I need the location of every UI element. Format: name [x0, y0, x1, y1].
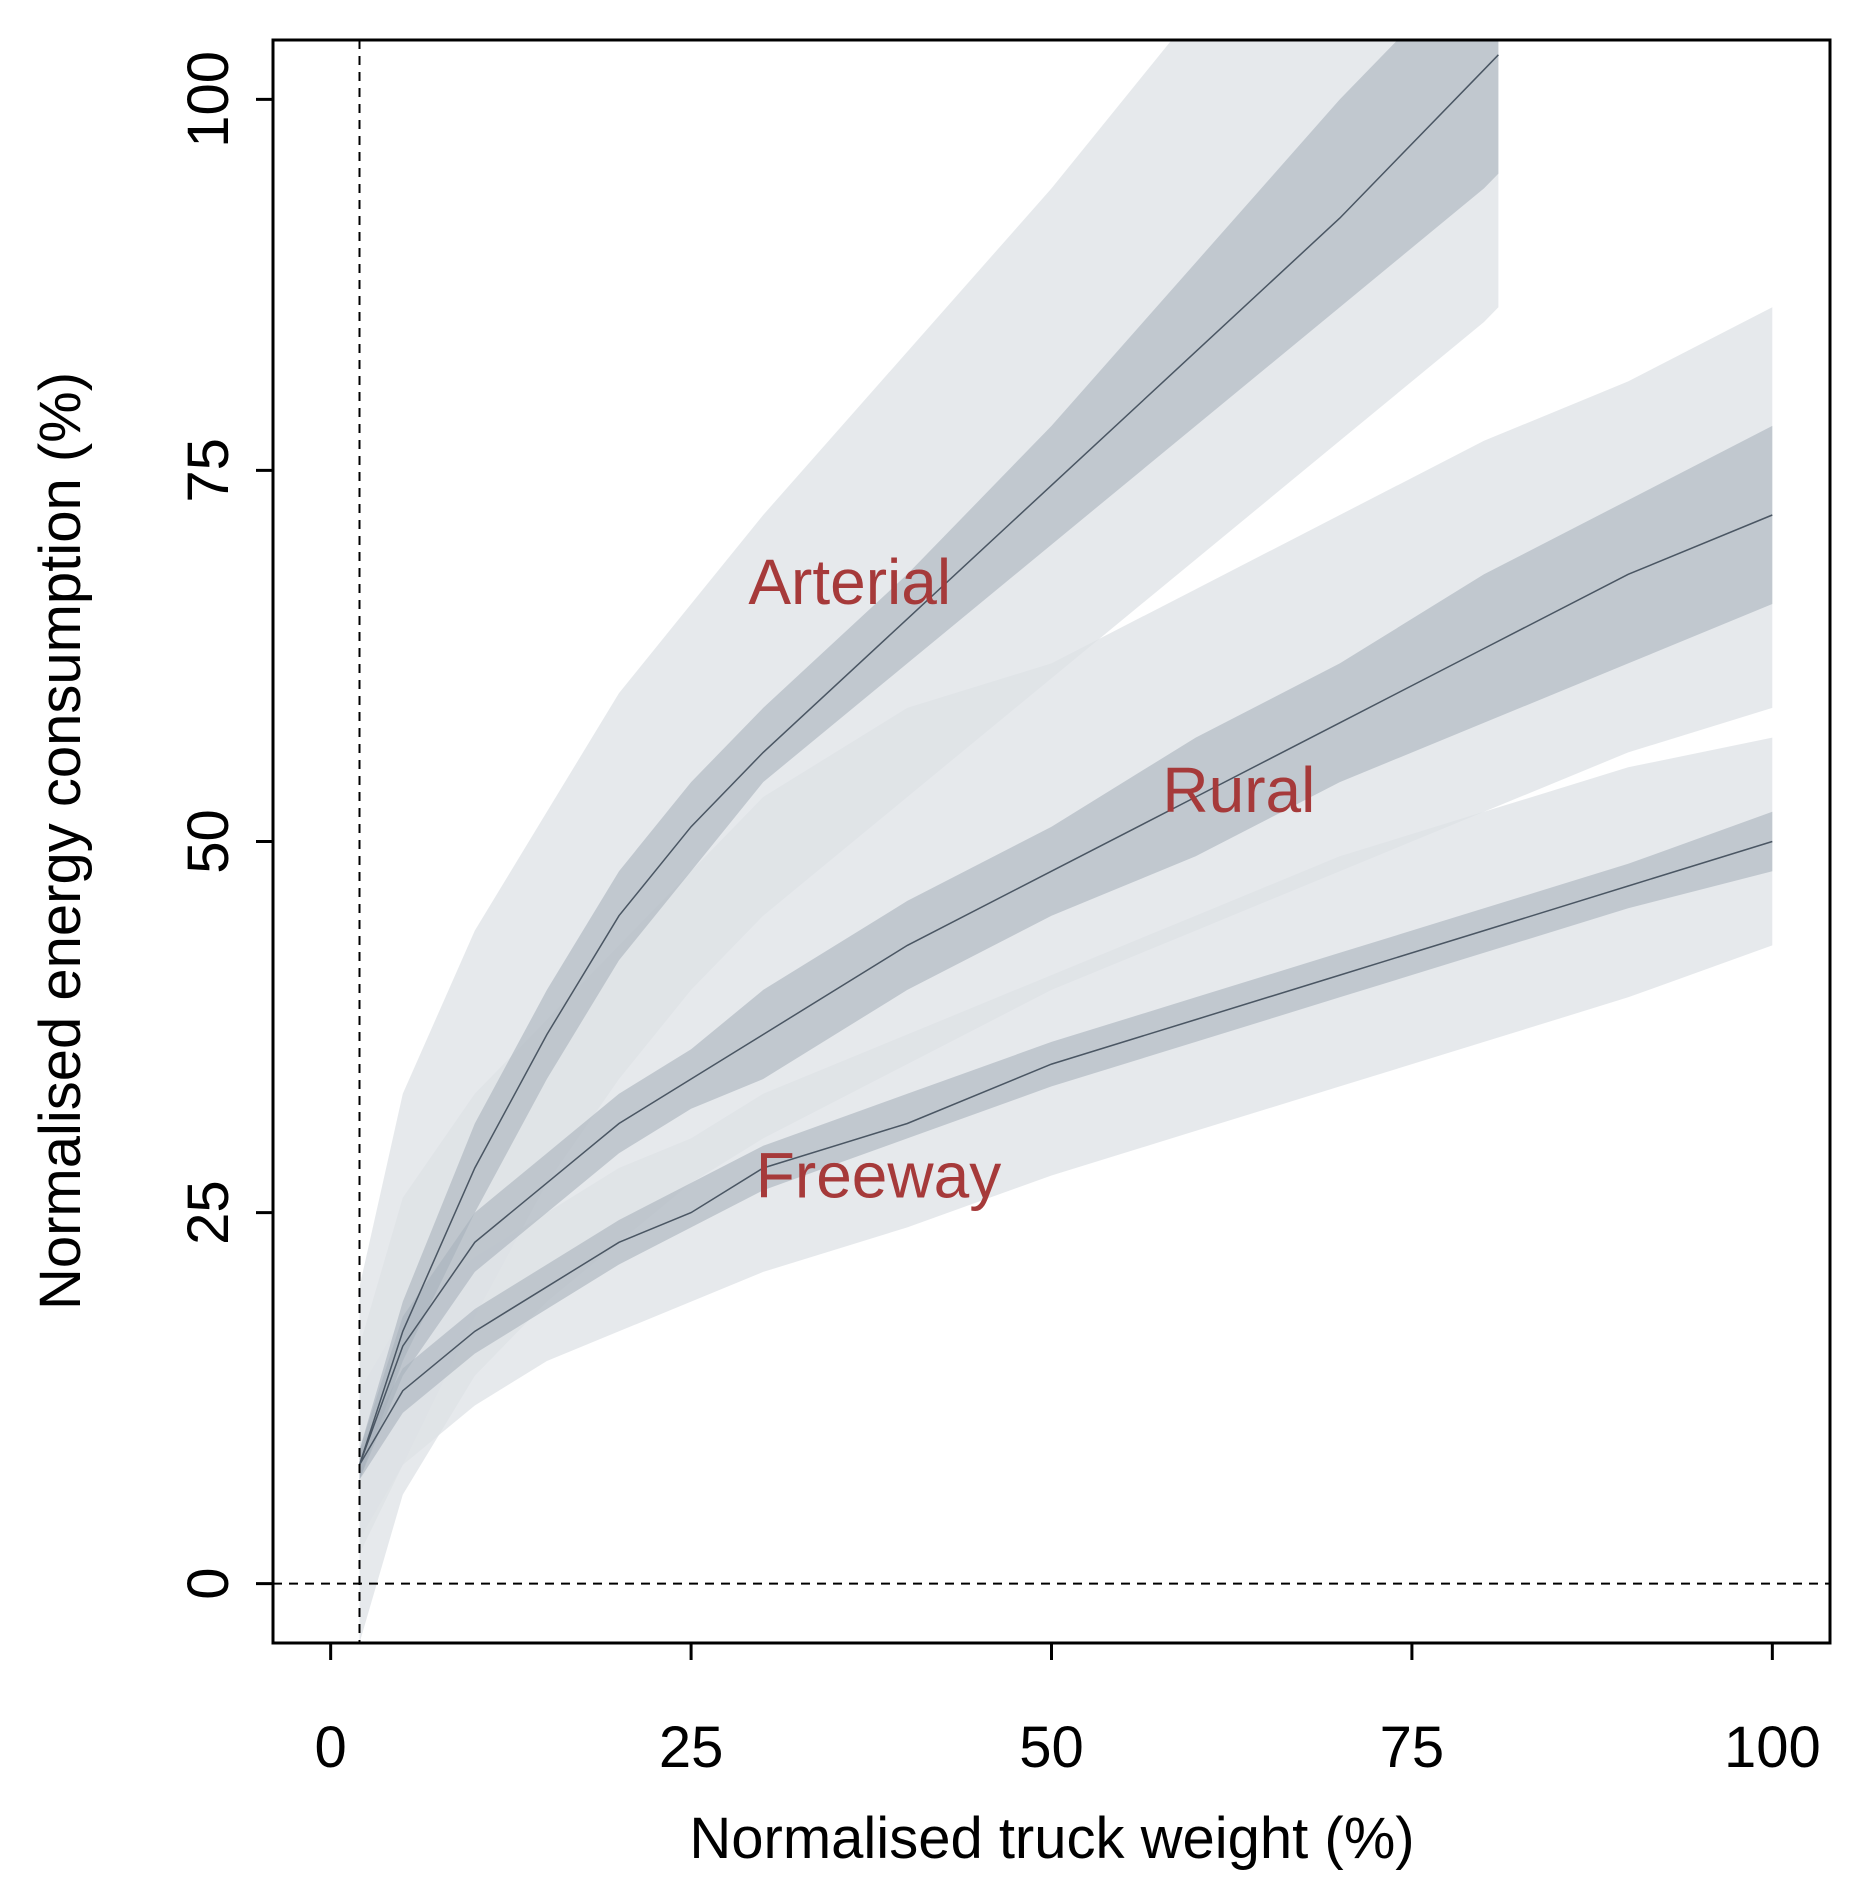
line-freeway [358, 840, 1773, 1466]
x-axis-title: Normalised truck weight (%) [689, 1806, 1414, 1871]
reference-lines [273, 40, 1830, 1643]
y-axis-ticks: 0 25 50 75 100 [176, 51, 273, 1600]
inner-band-freeway [359, 811, 1773, 1480]
x-tick-label: 100 [1724, 1715, 1821, 1780]
series-lines [358, 54, 1773, 1466]
series-label-freeway: Freeway [756, 1140, 1001, 1212]
y-tick-label: 25 [176, 1180, 241, 1245]
confidence-bands [359, 40, 1773, 1643]
x-tick-label: 25 [659, 1715, 724, 1780]
y-tick-label: 100 [176, 51, 241, 148]
series-labels: Arterial Rural Freeway [748, 546, 1315, 1212]
x-axis-ticks: 0 25 50 75 100 [315, 1643, 1821, 1780]
y-axis-title: Normalised energy consumption (%) [28, 372, 93, 1310]
line-rural [358, 514, 1773, 1466]
outer-band-arterial [359, 40, 1499, 1554]
inner-band-rural [359, 425, 1773, 1480]
series-label-arterial: Arterial [748, 546, 951, 618]
x-tick-label: 50 [1019, 1715, 1084, 1780]
y-tick-label: 75 [176, 438, 241, 503]
inner-band-arterial [359, 40, 1499, 1480]
x-tick-label: 75 [1380, 1715, 1445, 1780]
y-tick-label: 0 [176, 1567, 241, 1599]
line-arterial [358, 54, 1499, 1466]
x-tick-label: 0 [315, 1715, 347, 1780]
y-tick-label: 50 [176, 809, 241, 874]
series-label-rural: Rural [1162, 754, 1315, 826]
